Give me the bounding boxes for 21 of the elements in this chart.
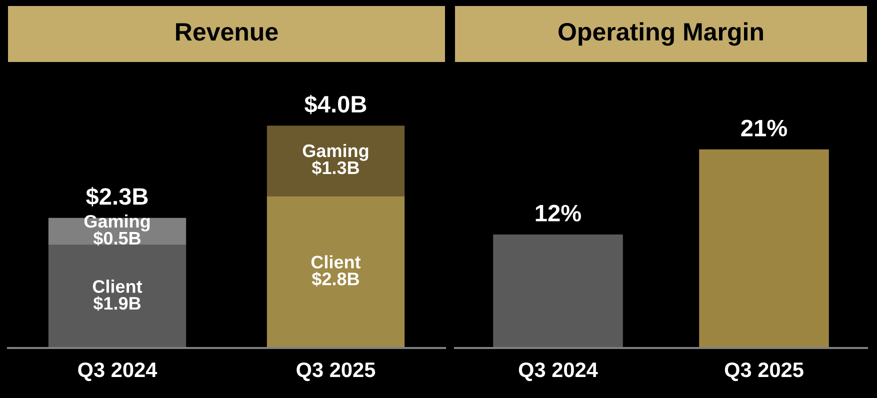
text: Client <box>311 255 361 268</box>
data-label: $2.8B <box>312 272 360 286</box>
x-tick-label: Q3 2024 <box>78 362 158 382</box>
x-tick-label: Q3 2024 <box>518 362 598 382</box>
data-label: $1.3B <box>312 160 360 176</box>
series-label: Gaming <box>84 214 150 232</box>
bar <box>266 196 405 348</box>
bar <box>266 126 405 196</box>
total-label: $4.0B <box>304 94 366 114</box>
series-label: Client <box>92 280 142 293</box>
chart-title: Operating Margin <box>558 22 763 46</box>
data-label: 21% <box>741 120 788 136</box>
x-tick-label: Q3 2025 <box>296 362 376 382</box>
data-label: $1.9B <box>93 296 141 311</box>
x-tick-label: Q3 2025 <box>724 362 804 382</box>
data-label: $0.5B <box>93 231 141 246</box>
chart-title: Revenue <box>176 23 278 41</box>
bar <box>48 244 186 348</box>
text: Gaming <box>302 144 368 161</box>
total-label: $2.3B <box>86 187 148 206</box>
data-label: 12% <box>536 204 582 222</box>
